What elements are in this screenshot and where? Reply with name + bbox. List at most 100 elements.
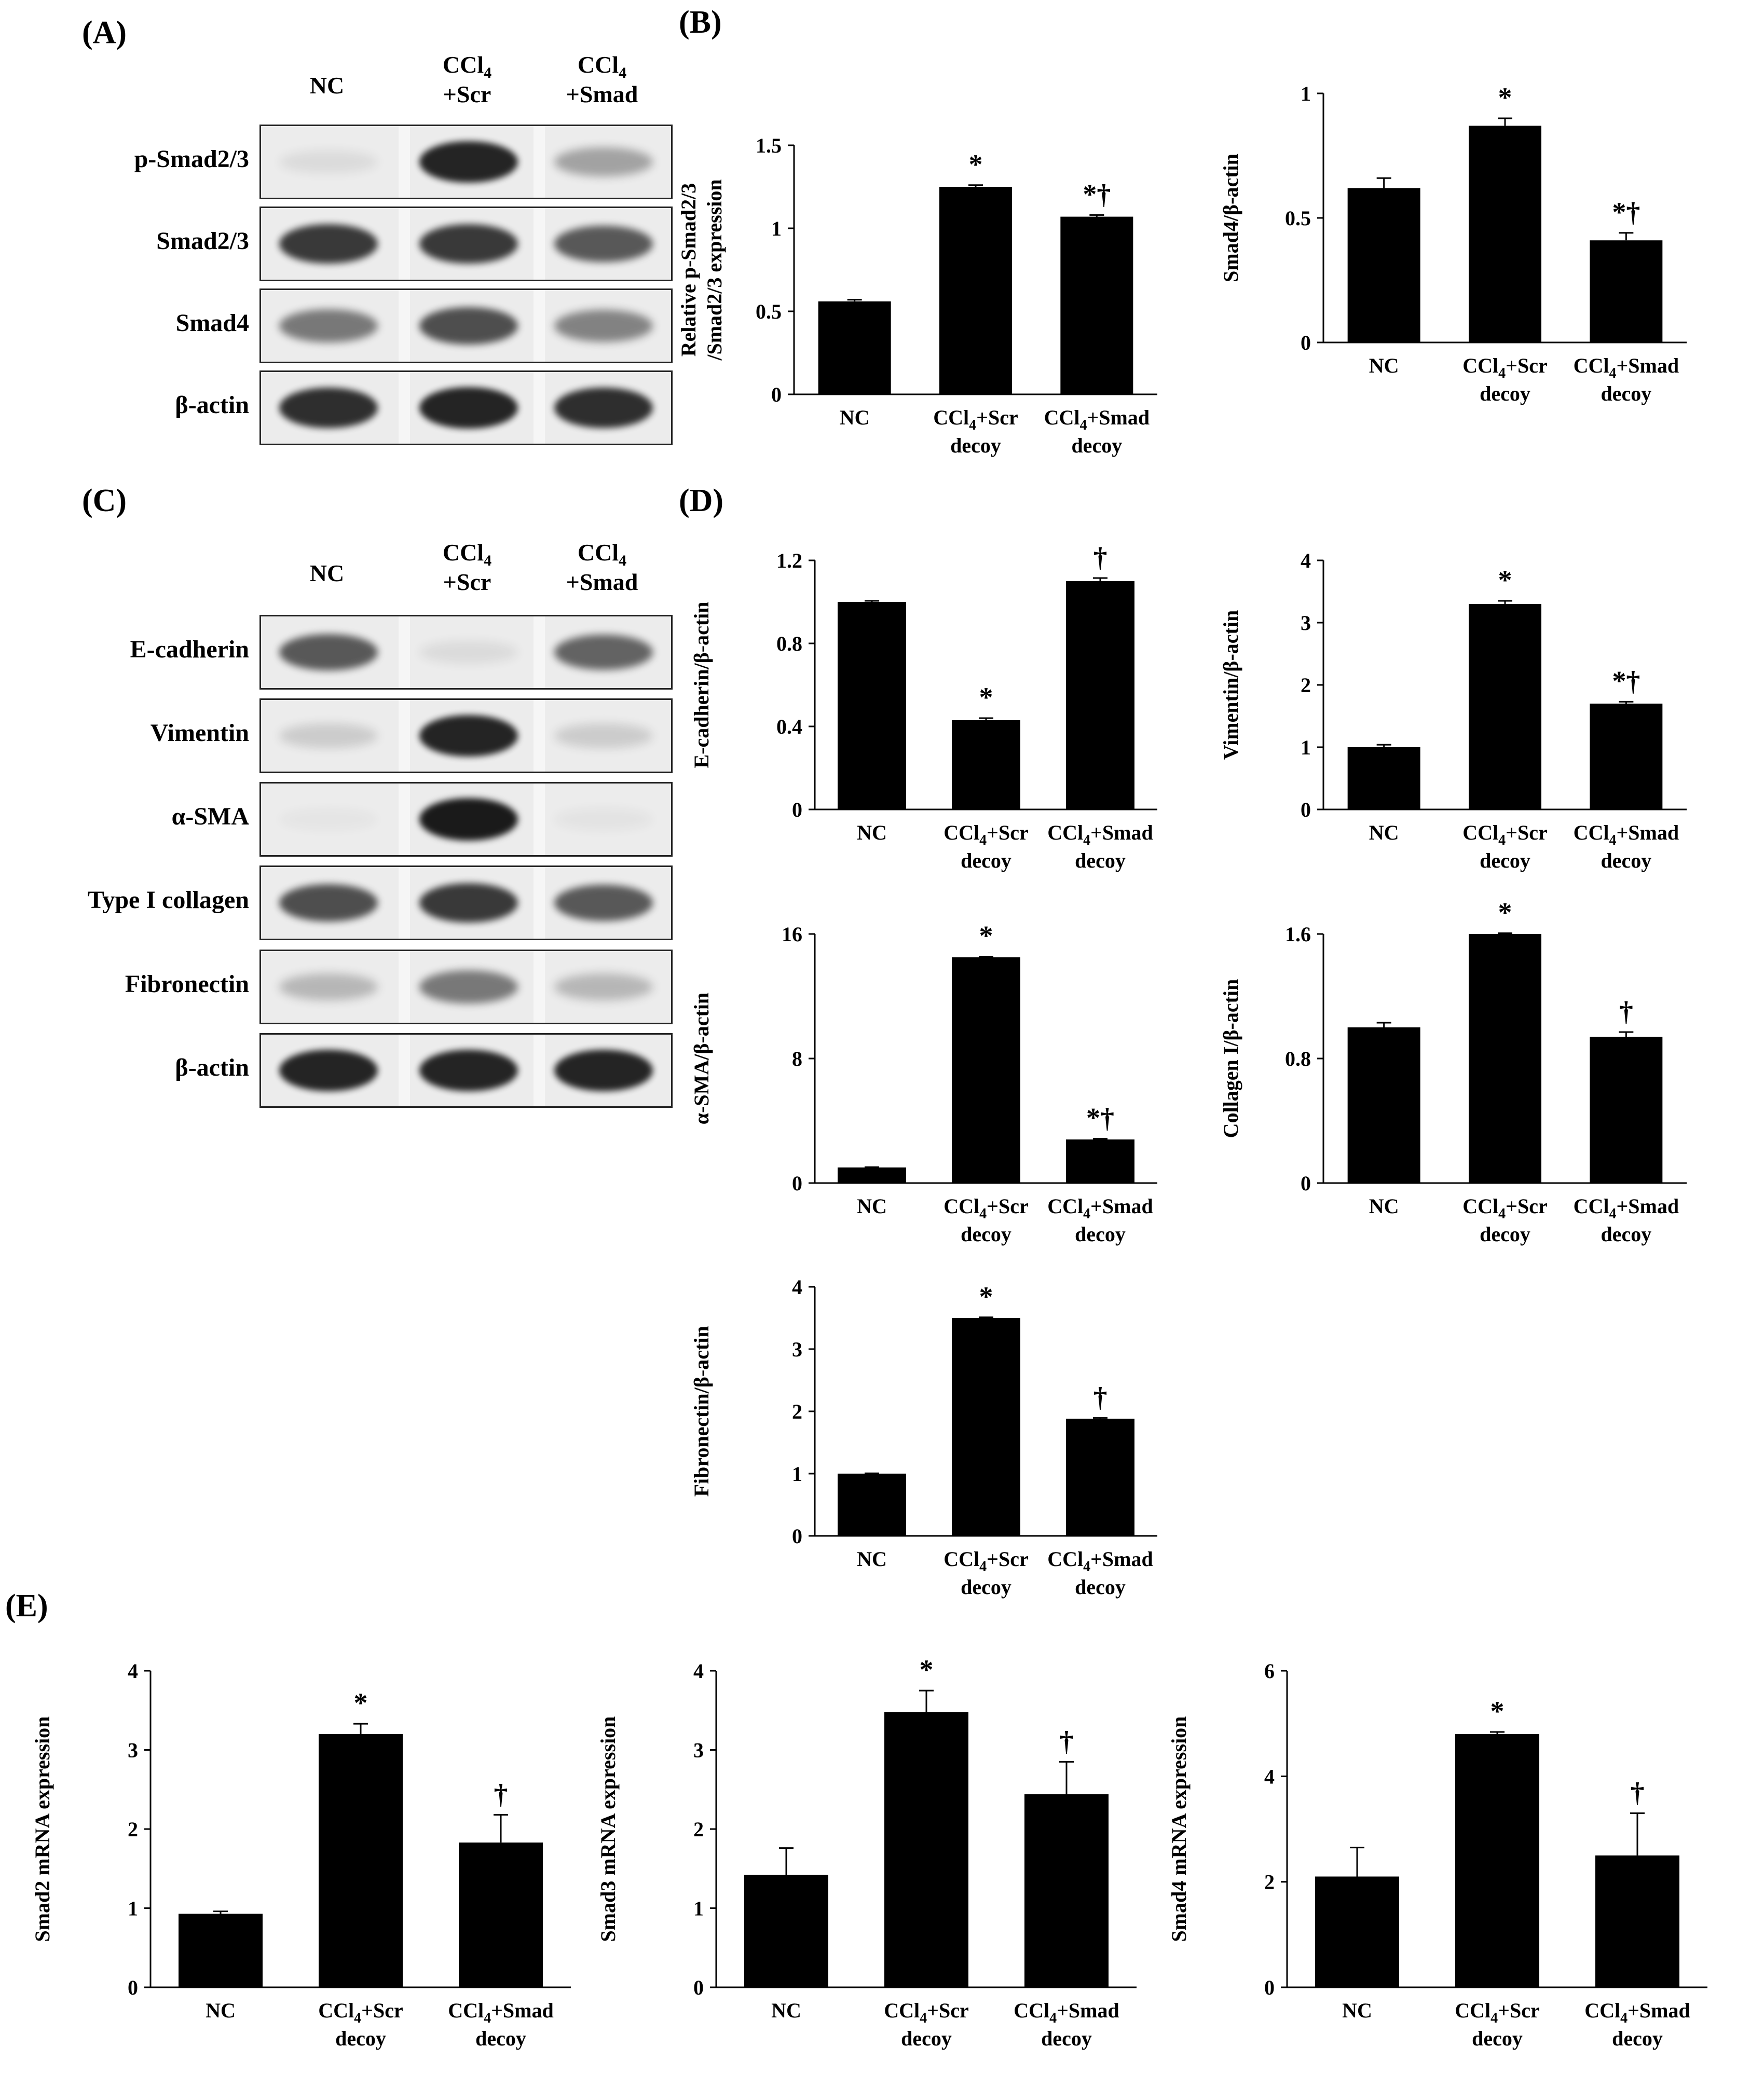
lane-separator [534, 208, 545, 280]
x-tick-label: CCl4+Smad [1574, 1194, 1679, 1222]
x-tick-label: CCl4+Scr [884, 1999, 968, 2026]
blot-strip [259, 125, 673, 199]
x-tick-label: CCl4+Smad [1014, 1999, 1119, 2026]
significance-mark: * [354, 1687, 368, 1719]
blot-band [419, 224, 518, 264]
western-blot-c: NC CCl4 +Scr CCl4 +Smad E-cadherin Vimentin α-S… [0, 0, 675, 1142]
x-tick-label: NC [857, 821, 887, 844]
bar [1455, 1734, 1539, 1987]
x-tick-label: CCl4+Scr [943, 1194, 1028, 1222]
y-tick-label: 2 [128, 1818, 138, 1841]
x-tick-label-rest: +Scr [987, 821, 1029, 844]
subscript: 4 [484, 2010, 491, 2026]
significance-mark: *† [1612, 197, 1640, 228]
bar [838, 1474, 906, 1536]
x-tick-label: CCl4+Scr [318, 1999, 403, 2026]
y-tick-label: 0.5 [1285, 207, 1311, 230]
blot-band [419, 307, 518, 345]
y-tick-label: 0 [693, 1976, 704, 1999]
y-tick-label: 1 [1301, 736, 1311, 759]
bar [952, 1318, 1020, 1536]
x-tick-label-line2: decoy [961, 1222, 1011, 1246]
subscript: 4 [354, 2010, 361, 2026]
y-tick-label: 0 [792, 798, 802, 821]
significance-mark: * [1498, 82, 1512, 113]
blot-band [419, 387, 518, 429]
lane-separator [534, 126, 545, 198]
blot-strip [259, 950, 673, 1024]
blot-strip [259, 698, 673, 773]
x-tick-label: CCl4+Scr [1462, 354, 1547, 381]
bar [939, 187, 1012, 394]
lane-separator [534, 867, 545, 939]
lane-separator [399, 208, 410, 280]
y-tick-label: 0 [1301, 1172, 1311, 1195]
subscript: 4 [979, 1206, 987, 1222]
x-tick-label-line2: decoy [335, 2027, 386, 2050]
blot-band [419, 970, 518, 1004]
y-axis-label: Vimentin/β-actin [1219, 610, 1242, 760]
lane-separator [399, 372, 410, 444]
blot-band [554, 634, 653, 670]
lane-header-1: CCl4 +Scr [442, 51, 492, 108]
x-tick-label-rest: +Scr [1506, 821, 1548, 844]
significance-mark: * [979, 1281, 993, 1312]
lane-header-2: CCl4 +Smad [566, 51, 638, 108]
x-tick-label-rest: +Smad [1090, 1194, 1153, 1218]
x-tick-label-rest: +Scr [927, 1999, 969, 2022]
subscript: 4 [979, 1559, 987, 1575]
y-tick-label: 2 [792, 1400, 802, 1423]
bar [838, 602, 906, 809]
lane-separator [399, 1035, 410, 1106]
x-tick-label-rest: +Smad [1057, 1999, 1119, 2022]
lane-separator [534, 700, 545, 772]
blot-band [419, 640, 518, 664]
x-tick-label: CCl4+Scr [933, 406, 1018, 433]
subscript: 4 [1609, 1206, 1616, 1222]
bar [1469, 604, 1541, 809]
y-axis-label: Smad4 mRNA expression [1167, 1716, 1191, 1942]
x-tick-label: NC [1369, 354, 1399, 377]
bar [1347, 1027, 1420, 1183]
y-tick-label: 3 [693, 1739, 704, 1762]
y-tick-label: 1.6 [1285, 923, 1311, 946]
bar [952, 957, 1020, 1183]
significance-mark: *† [1612, 665, 1640, 696]
x-tick-label-line2: decoy [1075, 849, 1126, 872]
y-tick-label: 0.8 [776, 632, 802, 655]
x-tick-label-rest: +Scr [1498, 1999, 1540, 2022]
blot-band [419, 714, 518, 757]
y-tick-label: 0 [1264, 1976, 1275, 1999]
blot-band [279, 150, 378, 174]
x-tick-label: CCl4+Smad [1044, 406, 1150, 433]
panel-label-d: (D) [679, 483, 724, 518]
blot-band [554, 225, 653, 263]
blot-band [554, 1049, 653, 1092]
y-tick-label: 0.5 [756, 300, 782, 323]
x-tick-label-rest: +Smad [1090, 821, 1153, 844]
lane-separator [399, 867, 410, 939]
y-tick-label: 0 [792, 1172, 802, 1195]
bar [884, 1712, 968, 1987]
significance-mark: *† [1086, 1103, 1114, 1134]
x-tick-label: NC [840, 406, 870, 429]
x-tick-label: CCl4+Smad [448, 1999, 554, 2026]
x-tick-label-line2: decoy [1075, 1222, 1126, 1246]
x-tick-label-line2: decoy [1601, 1222, 1651, 1246]
bar [1590, 704, 1663, 809]
blot-row-label: Type I collagen [87, 886, 249, 914]
significance-mark: * [969, 149, 983, 180]
lane-separator [399, 700, 410, 772]
blot-band [279, 808, 378, 831]
bar [1066, 581, 1134, 809]
y-axis-label: Smad2 mRNA expression [31, 1716, 54, 1942]
x-tick-label: NC [857, 1194, 887, 1218]
lane-header-1: CCl4 +Scr [442, 539, 492, 596]
significance-mark: † [494, 1779, 508, 1810]
x-tick-label: NC [1369, 821, 1399, 844]
x-tick-label-rest: +Smad [1090, 1547, 1153, 1571]
bar [1347, 188, 1420, 342]
y-tick-label: 1 [792, 1462, 802, 1486]
